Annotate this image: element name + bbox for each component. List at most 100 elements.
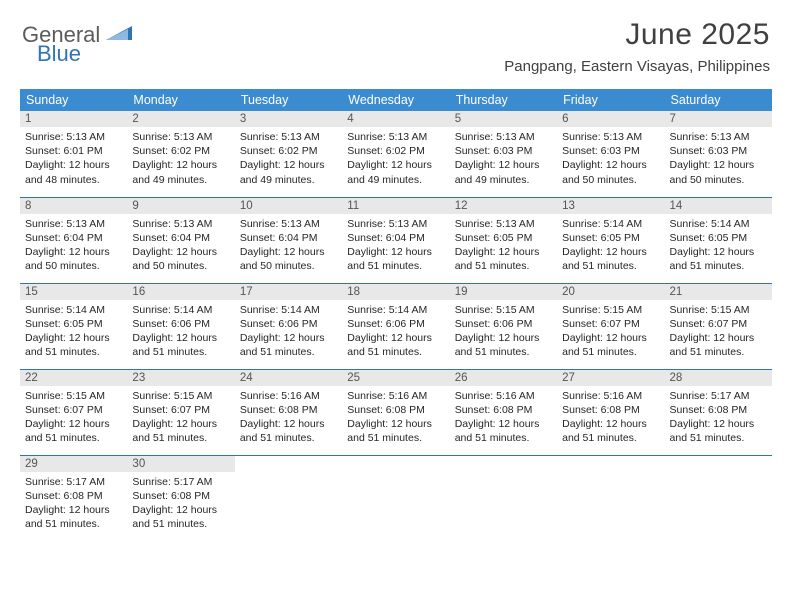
weekday-header: Sunday [20, 89, 127, 111]
calendar-cell: 24Sunrise: 5:16 AMSunset: 6:08 PMDayligh… [235, 369, 342, 455]
day-number: 24 [235, 370, 342, 386]
calendar-cell: 15Sunrise: 5:14 AMSunset: 6:05 PMDayligh… [20, 283, 127, 369]
calendar-cell: 6Sunrise: 5:13 AMSunset: 6:03 PMDaylight… [557, 111, 664, 197]
calendar-cell [450, 455, 557, 541]
day-content: Sunrise: 5:14 AMSunset: 6:06 PMDaylight:… [127, 300, 234, 362]
calendar-cell [342, 455, 449, 541]
weekday-header: Wednesday [342, 89, 449, 111]
day-number: 21 [665, 284, 772, 300]
calendar-table: SundayMondayTuesdayWednesdayThursdayFrid… [20, 89, 772, 541]
day-number: 12 [450, 198, 557, 214]
day-number: 15 [20, 284, 127, 300]
weekday-header: Friday [557, 89, 664, 111]
day-content: Sunrise: 5:13 AMSunset: 6:04 PMDaylight:… [235, 214, 342, 276]
calendar-cell: 16Sunrise: 5:14 AMSunset: 6:06 PMDayligh… [127, 283, 234, 369]
day-number: 13 [557, 198, 664, 214]
calendar-cell: 2Sunrise: 5:13 AMSunset: 6:02 PMDaylight… [127, 111, 234, 197]
calendar-cell: 8Sunrise: 5:13 AMSunset: 6:04 PMDaylight… [20, 197, 127, 283]
brand-logo: General Blue [22, 18, 134, 48]
day-number: 28 [665, 370, 772, 386]
calendar-cell [235, 455, 342, 541]
day-number: 8 [20, 198, 127, 214]
day-number: 2 [127, 111, 234, 127]
calendar-cell: 21Sunrise: 5:15 AMSunset: 6:07 PMDayligh… [665, 283, 772, 369]
day-number: 26 [450, 370, 557, 386]
day-content: Sunrise: 5:13 AMSunset: 6:03 PMDaylight:… [450, 127, 557, 189]
calendar-head: SundayMondayTuesdayWednesdayThursdayFrid… [20, 89, 772, 111]
day-number: 14 [665, 198, 772, 214]
calendar-cell: 22Sunrise: 5:15 AMSunset: 6:07 PMDayligh… [20, 369, 127, 455]
day-content: Sunrise: 5:16 AMSunset: 6:08 PMDaylight:… [235, 386, 342, 448]
calendar-cell: 17Sunrise: 5:14 AMSunset: 6:06 PMDayligh… [235, 283, 342, 369]
brand-part2: Blue [37, 41, 81, 67]
calendar-cell: 12Sunrise: 5:13 AMSunset: 6:05 PMDayligh… [450, 197, 557, 283]
day-content: Sunrise: 5:13 AMSunset: 6:02 PMDaylight:… [235, 127, 342, 189]
calendar-cell [557, 455, 664, 541]
calendar-cell: 1Sunrise: 5:13 AMSunset: 6:01 PMDaylight… [20, 111, 127, 197]
day-content: Sunrise: 5:14 AMSunset: 6:06 PMDaylight:… [235, 300, 342, 362]
calendar-cell: 27Sunrise: 5:16 AMSunset: 6:08 PMDayligh… [557, 369, 664, 455]
calendar-cell: 9Sunrise: 5:13 AMSunset: 6:04 PMDaylight… [127, 197, 234, 283]
day-number: 6 [557, 111, 664, 127]
day-content: Sunrise: 5:13 AMSunset: 6:05 PMDaylight:… [450, 214, 557, 276]
day-content: Sunrise: 5:14 AMSunset: 6:05 PMDaylight:… [665, 214, 772, 276]
calendar-cell: 3Sunrise: 5:13 AMSunset: 6:02 PMDaylight… [235, 111, 342, 197]
calendar-cell: 4Sunrise: 5:13 AMSunset: 6:02 PMDaylight… [342, 111, 449, 197]
weekday-header: Thursday [450, 89, 557, 111]
day-number: 25 [342, 370, 449, 386]
page-header: General Blue June 2025 Pangpang, Eastern… [0, 0, 792, 81]
day-content: Sunrise: 5:16 AMSunset: 6:08 PMDaylight:… [342, 386, 449, 448]
calendar-cell: 20Sunrise: 5:15 AMSunset: 6:07 PMDayligh… [557, 283, 664, 369]
day-content: Sunrise: 5:14 AMSunset: 6:06 PMDaylight:… [342, 300, 449, 362]
weekday-header: Saturday [665, 89, 772, 111]
day-number: 17 [235, 284, 342, 300]
day-number: 23 [127, 370, 234, 386]
day-content: Sunrise: 5:13 AMSunset: 6:04 PMDaylight:… [127, 214, 234, 276]
day-content: Sunrise: 5:13 AMSunset: 6:02 PMDaylight:… [127, 127, 234, 189]
day-number: 29 [20, 456, 127, 472]
calendar-cell: 10Sunrise: 5:13 AMSunset: 6:04 PMDayligh… [235, 197, 342, 283]
day-number: 3 [235, 111, 342, 127]
day-number: 5 [450, 111, 557, 127]
weekday-header: Tuesday [235, 89, 342, 111]
calendar-cell: 29Sunrise: 5:17 AMSunset: 6:08 PMDayligh… [20, 455, 127, 541]
day-content: Sunrise: 5:14 AMSunset: 6:05 PMDaylight:… [20, 300, 127, 362]
calendar-cell: 30Sunrise: 5:17 AMSunset: 6:08 PMDayligh… [127, 455, 234, 541]
calendar-cell: 28Sunrise: 5:17 AMSunset: 6:08 PMDayligh… [665, 369, 772, 455]
day-number: 9 [127, 198, 234, 214]
day-content: Sunrise: 5:15 AMSunset: 6:07 PMDaylight:… [20, 386, 127, 448]
calendar-cell [665, 455, 772, 541]
calendar-cell: 25Sunrise: 5:16 AMSunset: 6:08 PMDayligh… [342, 369, 449, 455]
location-text: Pangpang, Eastern Visayas, Philippines [504, 58, 770, 75]
brand-triangle-icon [106, 24, 134, 47]
day-number: 18 [342, 284, 449, 300]
day-content: Sunrise: 5:13 AMSunset: 6:01 PMDaylight:… [20, 127, 127, 189]
calendar-body: 1Sunrise: 5:13 AMSunset: 6:01 PMDaylight… [20, 111, 772, 541]
day-number: 19 [450, 284, 557, 300]
day-content: Sunrise: 5:16 AMSunset: 6:08 PMDaylight:… [557, 386, 664, 448]
day-content: Sunrise: 5:17 AMSunset: 6:08 PMDaylight:… [665, 386, 772, 448]
calendar-cell: 26Sunrise: 5:16 AMSunset: 6:08 PMDayligh… [450, 369, 557, 455]
page-title: June 2025 [504, 18, 770, 52]
day-content: Sunrise: 5:15 AMSunset: 6:07 PMDaylight:… [127, 386, 234, 448]
weekday-header: Monday [127, 89, 234, 111]
calendar-cell: 13Sunrise: 5:14 AMSunset: 6:05 PMDayligh… [557, 197, 664, 283]
day-content: Sunrise: 5:13 AMSunset: 6:02 PMDaylight:… [342, 127, 449, 189]
title-block: June 2025 Pangpang, Eastern Visayas, Phi… [504, 18, 770, 75]
day-number: 1 [20, 111, 127, 127]
day-content: Sunrise: 5:13 AMSunset: 6:04 PMDaylight:… [20, 214, 127, 276]
calendar-cell: 14Sunrise: 5:14 AMSunset: 6:05 PMDayligh… [665, 197, 772, 283]
calendar-cell: 23Sunrise: 5:15 AMSunset: 6:07 PMDayligh… [127, 369, 234, 455]
day-content: Sunrise: 5:13 AMSunset: 6:03 PMDaylight:… [665, 127, 772, 189]
day-number: 22 [20, 370, 127, 386]
day-content: Sunrise: 5:17 AMSunset: 6:08 PMDaylight:… [127, 472, 234, 534]
day-content: Sunrise: 5:15 AMSunset: 6:07 PMDaylight:… [665, 300, 772, 362]
day-number: 16 [127, 284, 234, 300]
day-number: 11 [342, 198, 449, 214]
calendar-cell: 7Sunrise: 5:13 AMSunset: 6:03 PMDaylight… [665, 111, 772, 197]
day-content: Sunrise: 5:16 AMSunset: 6:08 PMDaylight:… [450, 386, 557, 448]
day-content: Sunrise: 5:14 AMSunset: 6:05 PMDaylight:… [557, 214, 664, 276]
day-number: 30 [127, 456, 234, 472]
day-content: Sunrise: 5:17 AMSunset: 6:08 PMDaylight:… [20, 472, 127, 534]
day-number: 10 [235, 198, 342, 214]
